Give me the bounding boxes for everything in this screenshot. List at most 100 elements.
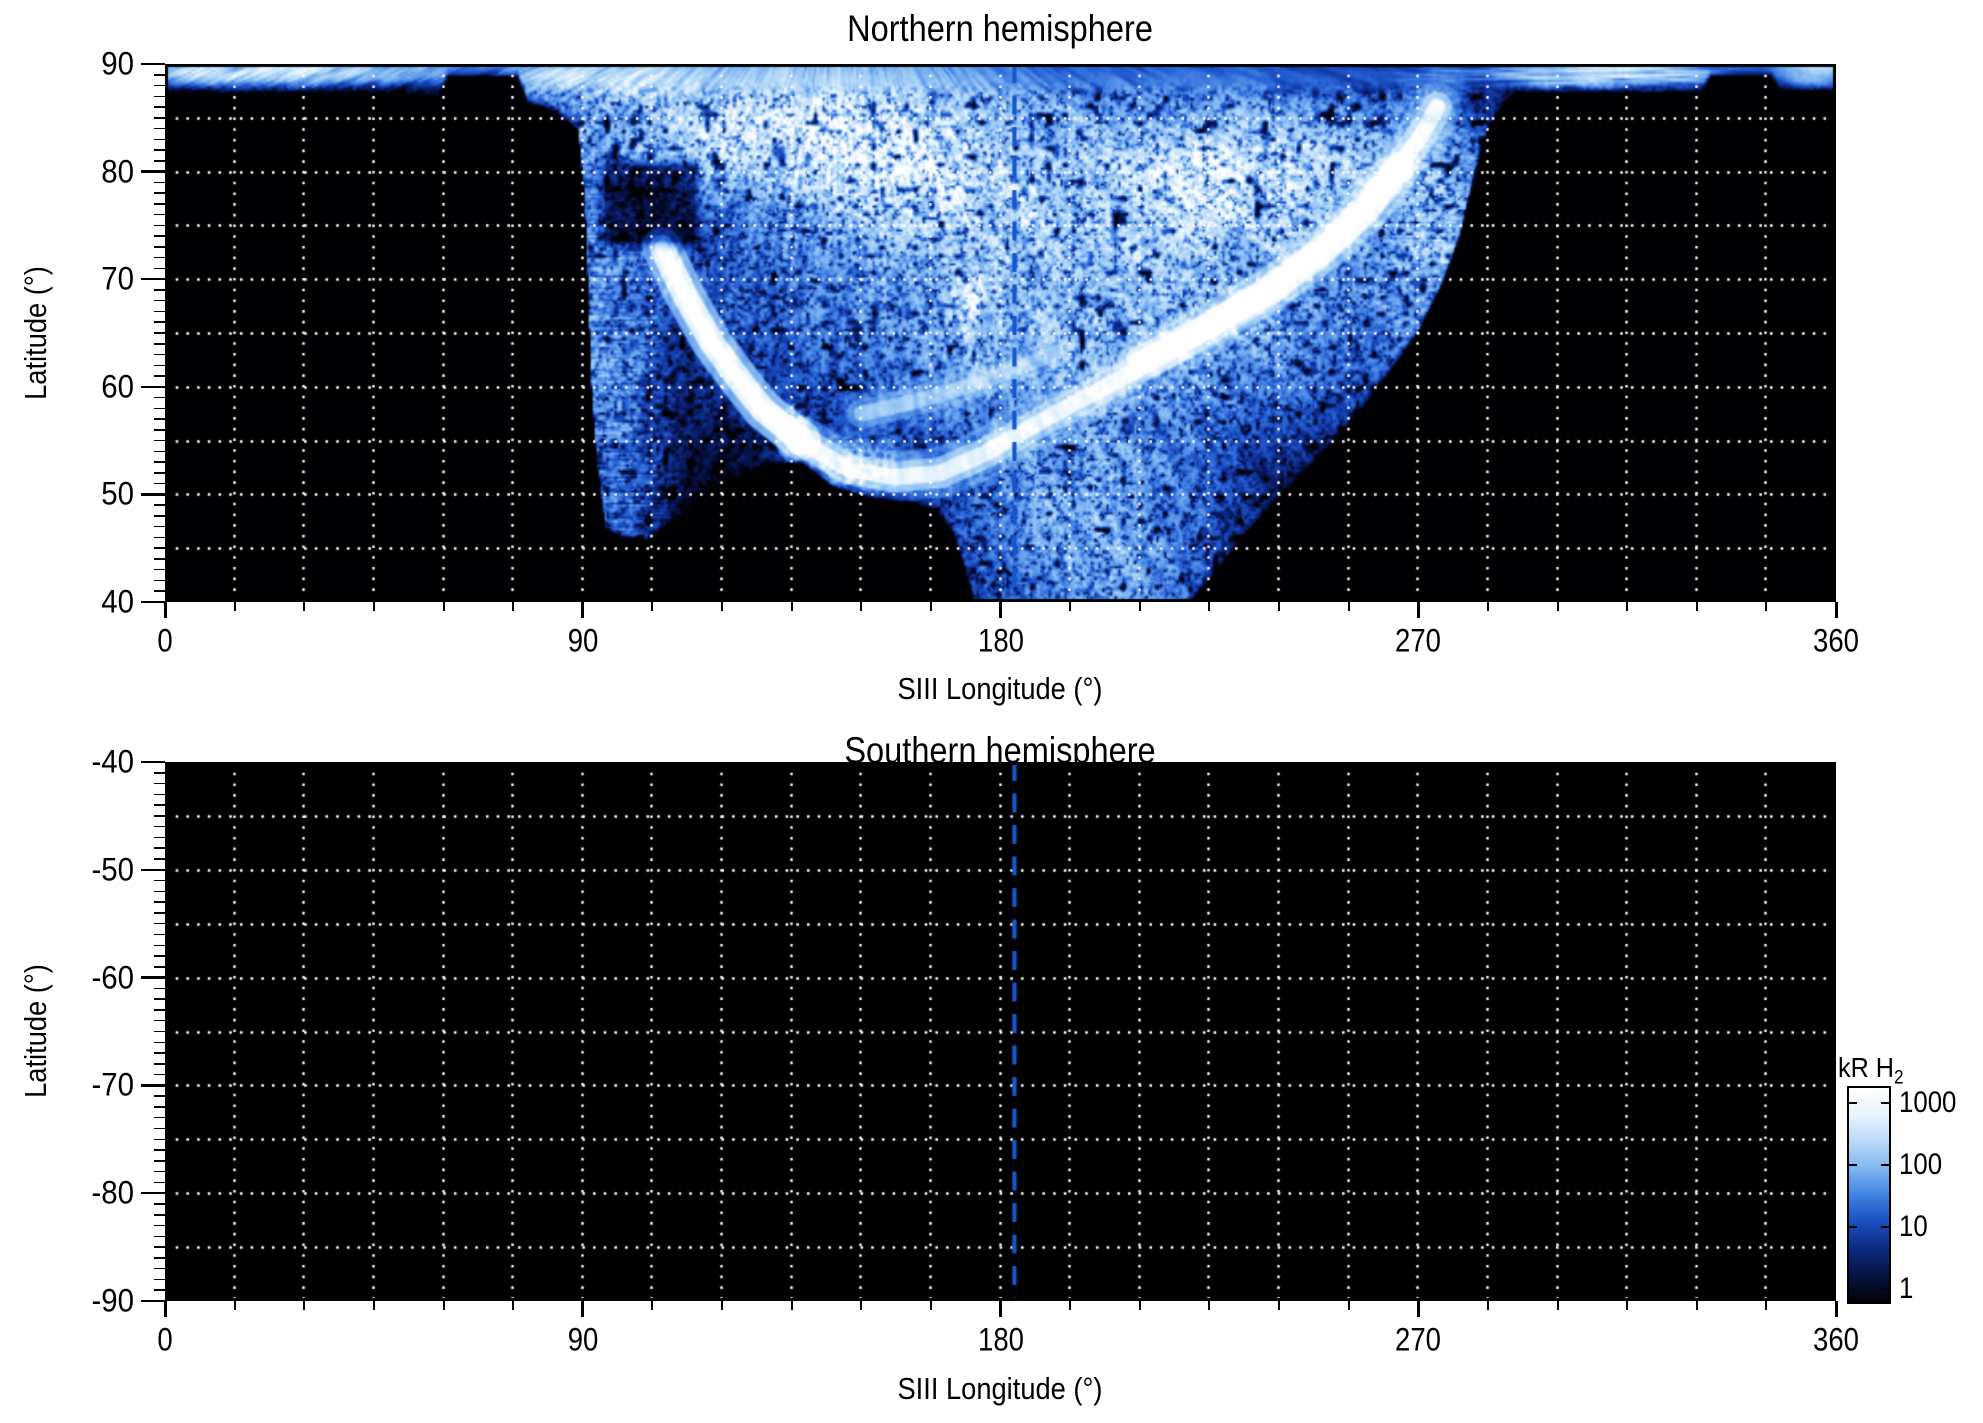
colorbar-label-1: 1 xyxy=(1899,1272,1914,1305)
y-minor-tick xyxy=(154,321,165,323)
y-minor-tick xyxy=(154,1257,165,1259)
y-minor-tick xyxy=(154,343,165,345)
x-major-tick xyxy=(581,1301,585,1317)
y-minor-tick xyxy=(154,246,165,248)
y-minor-tick xyxy=(154,1278,165,1281)
colorbar-tick xyxy=(1849,1226,1857,1228)
y-minor-tick xyxy=(154,772,165,774)
y-minor-tick xyxy=(154,879,165,882)
colorbar-tick xyxy=(1881,1226,1889,1228)
y-minor-tick xyxy=(154,482,165,485)
y-minor-tick xyxy=(154,1063,165,1065)
x-major-tick xyxy=(999,602,1002,618)
y-minor-tick xyxy=(154,847,165,849)
colorbar-label-100: 100 xyxy=(1899,1148,1943,1181)
y-minor-tick xyxy=(154,793,165,796)
x-minor-tick xyxy=(721,1301,723,1310)
y-minor-tick xyxy=(154,547,165,549)
y-minor-tick xyxy=(154,1214,165,1216)
y-major-tick xyxy=(141,760,165,764)
y-minor-tick xyxy=(154,1052,165,1054)
y-tick-label: -40 xyxy=(91,743,134,780)
y-minor-tick xyxy=(154,1160,165,1162)
y-minor-tick xyxy=(154,536,165,539)
south-heatmap-canvas xyxy=(165,762,1836,1301)
x-minor-tick xyxy=(372,602,375,611)
x-minor-tick xyxy=(651,1301,654,1310)
y-minor-tick xyxy=(154,1127,165,1130)
y-major-tick xyxy=(141,868,165,872)
x-minor-tick xyxy=(929,602,932,611)
y-minor-tick xyxy=(154,117,165,119)
x-tick-label: 0 xyxy=(157,622,173,659)
y-tick-label: -90 xyxy=(91,1282,134,1319)
x-minor-tick xyxy=(1765,1301,1768,1310)
y-minor-tick xyxy=(154,353,165,356)
x-major-tick xyxy=(1416,602,1420,618)
x-minor-tick xyxy=(1486,1301,1489,1310)
x-minor-tick xyxy=(442,602,445,611)
x-tick-label: 360 xyxy=(1813,622,1859,659)
x-minor-tick xyxy=(1208,1301,1211,1310)
x-minor-tick xyxy=(1765,602,1768,611)
y-minor-tick xyxy=(154,1019,165,1022)
y-minor-tick xyxy=(154,95,165,98)
y-minor-tick xyxy=(154,267,165,270)
y-tick-label: 40 xyxy=(101,583,134,620)
y-minor-tick xyxy=(154,1138,165,1141)
x-minor-tick xyxy=(233,602,236,611)
y-minor-tick xyxy=(154,407,165,410)
y-tick-label: 70 xyxy=(101,260,134,297)
colorbar-tick xyxy=(1881,1102,1889,1104)
x-minor-tick xyxy=(512,602,515,611)
y-minor-tick xyxy=(154,504,165,506)
y-major-tick xyxy=(141,1191,165,1195)
x-major-tick xyxy=(163,1301,167,1317)
y-minor-tick xyxy=(154,181,165,184)
x-minor-tick xyxy=(1278,602,1280,611)
y-minor-tick xyxy=(154,955,165,957)
x-minor-tick xyxy=(512,1301,515,1310)
colorbar-label-1000: 1000 xyxy=(1899,1086,1957,1119)
x-major-tick xyxy=(163,602,167,618)
x-tick-label: 180 xyxy=(977,622,1024,659)
y-minor-tick xyxy=(154,332,165,334)
y-minor-tick xyxy=(154,579,165,582)
x-minor-tick xyxy=(651,602,654,611)
y-major-tick xyxy=(141,170,165,173)
y-tick-label: -50 xyxy=(91,851,134,888)
y-minor-tick xyxy=(154,933,165,936)
south-xlabel: SIII Longitude (°) xyxy=(897,1371,1103,1406)
y-minor-tick xyxy=(154,890,165,893)
x-minor-tick xyxy=(1695,602,1698,611)
y-minor-tick xyxy=(154,106,165,108)
y-minor-tick xyxy=(154,396,165,399)
y-minor-tick xyxy=(154,901,165,903)
y-tick-label: -60 xyxy=(91,959,134,996)
y-minor-tick xyxy=(154,1203,165,1205)
y-minor-tick xyxy=(154,782,165,785)
y-minor-tick xyxy=(154,149,165,151)
x-minor-tick xyxy=(1695,1301,1698,1310)
x-minor-tick xyxy=(790,1301,793,1310)
x-tick-label: 90 xyxy=(567,1321,599,1358)
y-minor-tick xyxy=(154,192,165,194)
y-minor-tick xyxy=(154,944,165,946)
y-minor-tick xyxy=(154,418,165,420)
x-tick-label: 90 xyxy=(567,622,599,659)
y-minor-tick xyxy=(154,439,165,442)
x-minor-tick xyxy=(1347,1301,1350,1310)
x-tick-label: 180 xyxy=(977,1321,1024,1358)
y-tick-label: 50 xyxy=(101,475,134,512)
y-tick-label: 60 xyxy=(101,368,134,405)
colorbar-title: kR H2 xyxy=(1838,1052,1904,1089)
colorbar-tick xyxy=(1881,1164,1889,1166)
y-minor-tick xyxy=(154,966,165,968)
x-minor-tick xyxy=(442,1301,445,1310)
x-minor-tick xyxy=(1138,602,1141,611)
x-tick-label: 270 xyxy=(1395,622,1442,659)
y-minor-tick xyxy=(154,525,165,528)
y-minor-tick xyxy=(154,1106,165,1108)
y-major-tick xyxy=(141,976,165,979)
